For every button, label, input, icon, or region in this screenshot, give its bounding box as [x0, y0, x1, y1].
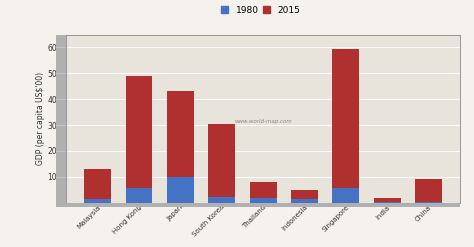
Bar — [208, 124, 235, 203]
Bar — [250, 182, 276, 203]
Bar — [167, 91, 194, 203]
Text: www.world-map.com: www.world-map.com — [234, 119, 292, 124]
Bar — [332, 187, 359, 203]
Bar — [126, 76, 153, 203]
Bar — [250, 198, 276, 203]
Y-axis label: GDP (per capita US$'00): GDP (per capita US$'00) — [36, 72, 45, 165]
Bar — [84, 199, 111, 203]
Bar — [208, 197, 235, 203]
Bar — [126, 188, 153, 203]
Bar — [332, 49, 359, 203]
Bar — [374, 202, 401, 203]
Bar — [291, 199, 318, 203]
Bar — [167, 177, 194, 203]
Bar — [291, 190, 318, 203]
Bar — [84, 169, 111, 203]
Bar — [374, 198, 401, 203]
Bar — [415, 179, 442, 203]
Legend: 1980, 2015: 1980, 2015 — [218, 2, 304, 19]
Bar — [415, 202, 442, 203]
